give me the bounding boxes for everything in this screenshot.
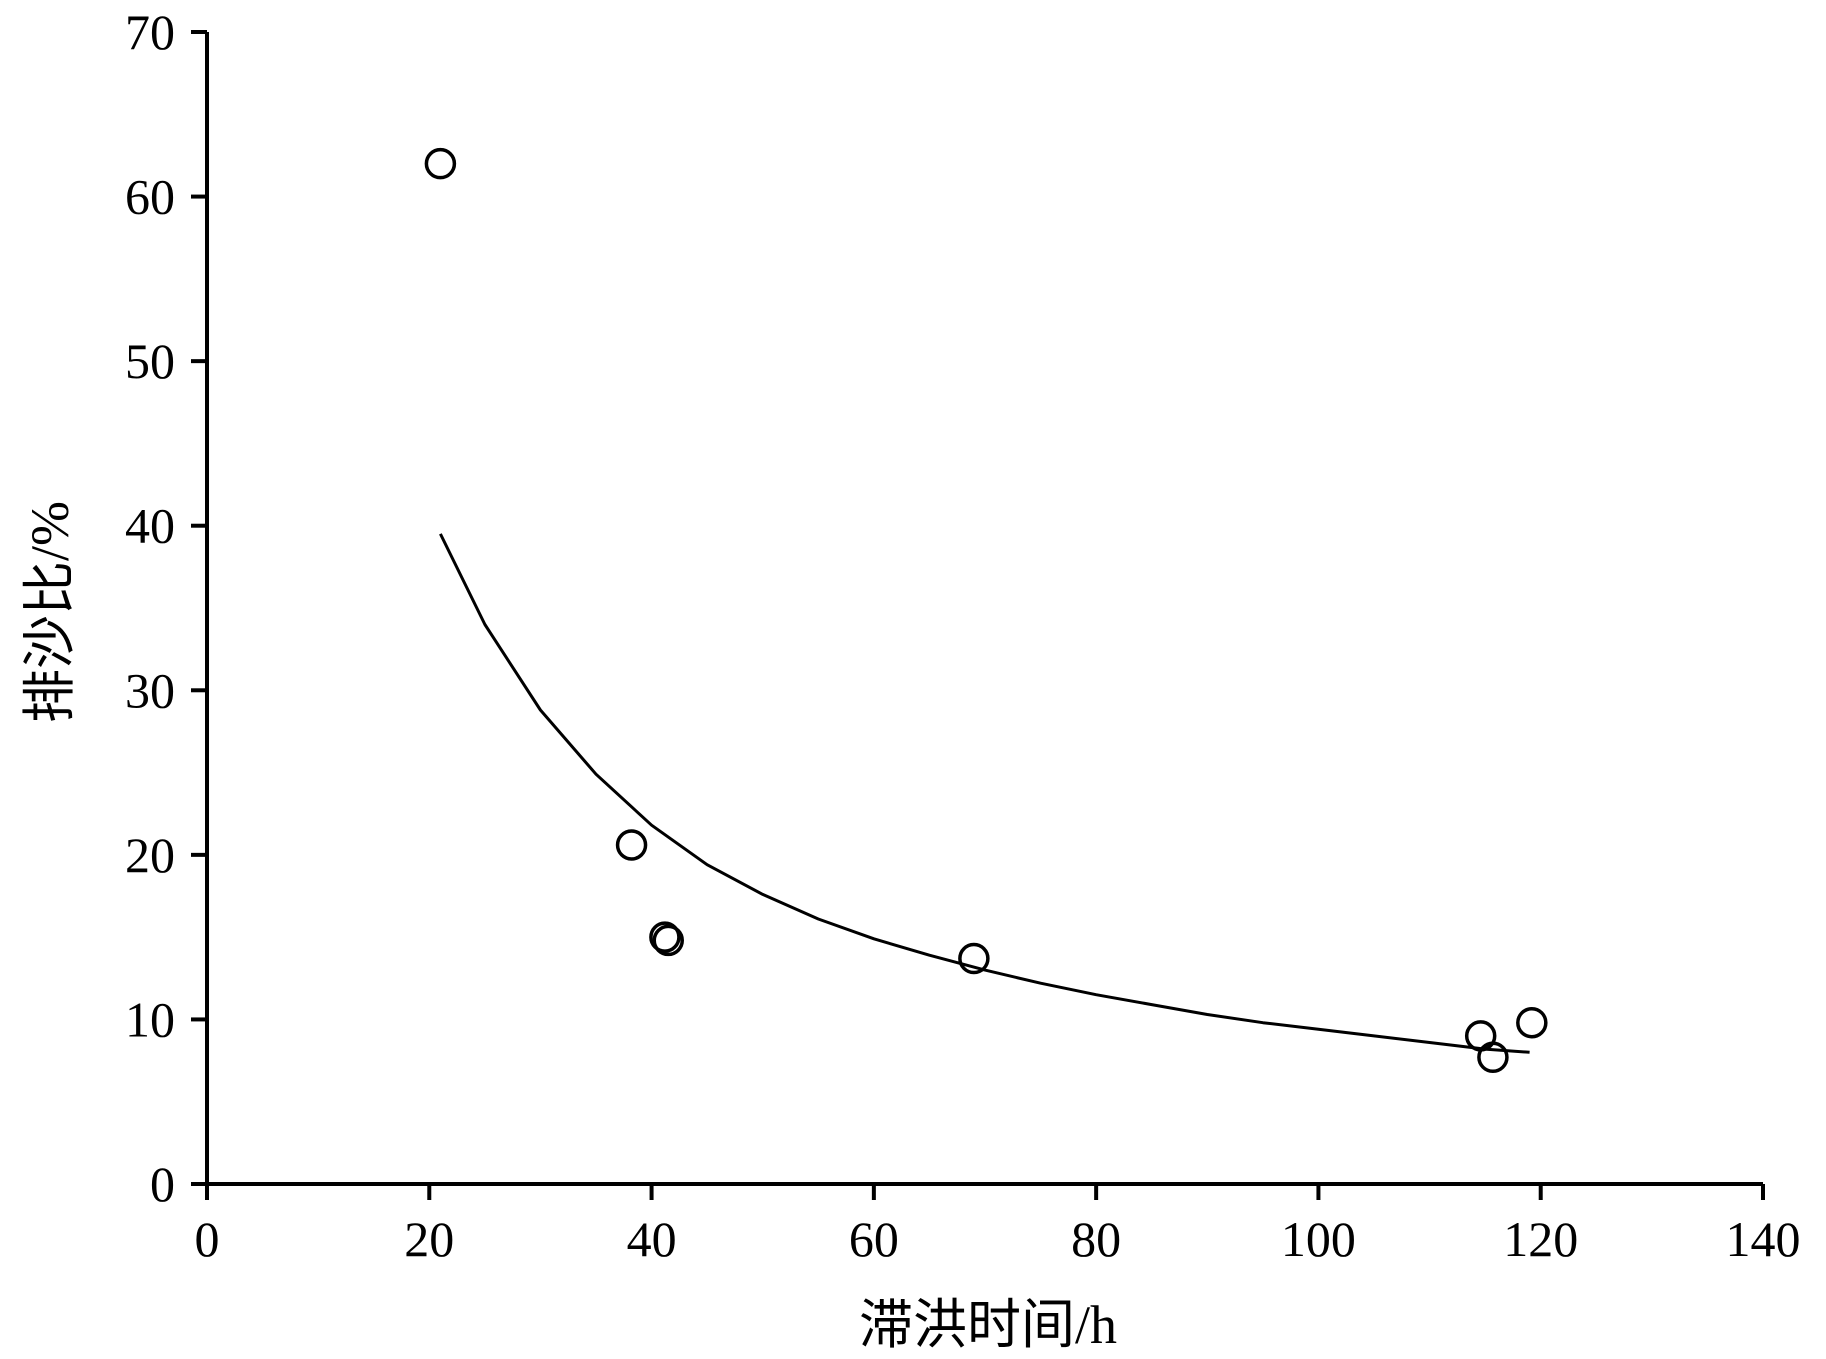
- fit-curve-group: [439, 533, 1530, 1054]
- x-axis-title: 滞洪时间/h: [859, 1295, 1117, 1355]
- data-point: [958, 942, 990, 975]
- x-tick-label: 140: [1726, 1211, 1801, 1267]
- fit-curve: [439, 533, 1530, 1054]
- y-tick-label: 70: [125, 4, 175, 60]
- y-tick-label: 60: [125, 169, 175, 225]
- data-point: [1516, 1006, 1548, 1039]
- x-tick-label: 40: [627, 1211, 677, 1267]
- y-axis-title: 排沙比/%: [20, 501, 80, 723]
- x-axis: 0 20 40 60 80 100 120 140: [195, 1182, 1801, 1267]
- x-tick-label: 80: [1071, 1211, 1121, 1267]
- y-tick-label: 50: [125, 333, 175, 389]
- data-point: [652, 924, 684, 957]
- data-point: [615, 829, 648, 861]
- x-tick-label: 60: [849, 1211, 899, 1267]
- x-tick-label: 0: [195, 1211, 220, 1267]
- x-tick-label: 20: [404, 1211, 454, 1267]
- y-axis: 0 10 20 30 40 50 60 70: [125, 4, 209, 1212]
- y-tick-label: 20: [125, 827, 175, 883]
- data-points: [424, 147, 1548, 1074]
- data-point: [1464, 1020, 1497, 1052]
- data-point: [424, 147, 457, 180]
- y-tick-label: 40: [125, 498, 175, 554]
- y-tick-label: 0: [150, 1156, 175, 1212]
- y-tick-label: 30: [125, 662, 175, 718]
- data-point: [1477, 1041, 1509, 1074]
- x-tick-label: 100: [1281, 1211, 1356, 1267]
- data-point: [649, 921, 681, 953]
- y-tick-label: 10: [125, 991, 175, 1047]
- x-tick-label: 120: [1503, 1211, 1578, 1267]
